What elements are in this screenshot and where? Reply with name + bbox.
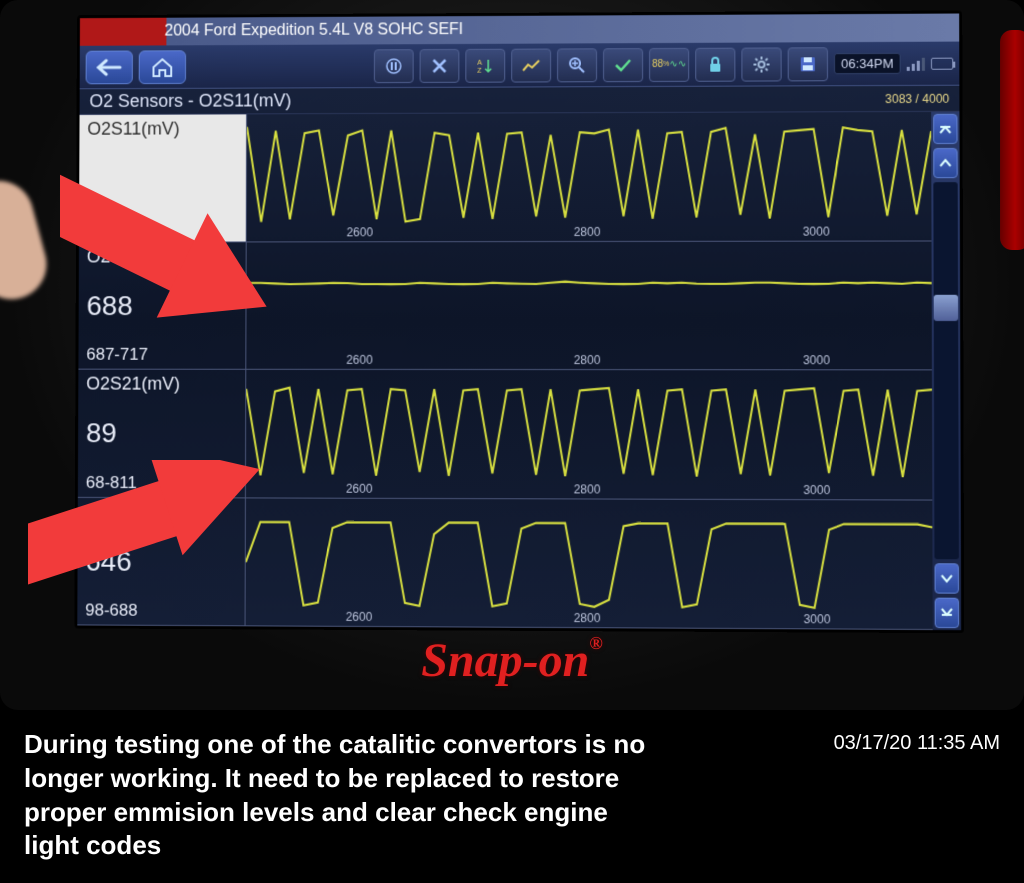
pause-button[interactable] (374, 49, 414, 83)
device-grip (1000, 30, 1024, 250)
sensor-value: 646 (85, 545, 236, 578)
scroll-thumb[interactable] (934, 295, 958, 321)
scroll-column (931, 112, 961, 630)
sensor-range: 687-717 (86, 345, 237, 365)
check-button[interactable] (603, 48, 643, 82)
sensor-range: 98-879 (87, 217, 238, 237)
sensor-graph: 260028003000 (246, 370, 932, 499)
sensor-info: O2S21(mV) 89 68-811 (78, 370, 246, 497)
sensor-name: O2S11(mV) (87, 118, 238, 139)
scanner-device: 2004 Ford Expedition 5.4L V8 SOHC SEFI A… (0, 0, 1024, 710)
sensor-row-o2s11mv[interactable]: O2S11(mV) 98-879 260028003000 (79, 112, 932, 242)
screen-label-row: O2 Sensors - O2S11(mV) 3083 / 4000 (80, 86, 960, 115)
caption-bar: During testing one of the catalitic conv… (0, 710, 1024, 883)
back-button[interactable] (86, 50, 133, 84)
live-button[interactable]: 88%∿∿ (649, 47, 689, 81)
vehicle-title: 2004 Ford Expedition 5.4L V8 SOHC SEFI (164, 21, 463, 40)
vendor-logo (88, 21, 157, 43)
scroll-bottom-button[interactable] (935, 598, 960, 628)
sensor-value: 688 (87, 290, 238, 322)
sort-button[interactable]: AZ (465, 48, 505, 82)
scroll-down-button[interactable] (935, 563, 959, 593)
sensor-name: O2S22(mV) (86, 501, 237, 522)
sensor-range: 98-688 (85, 601, 236, 622)
lock-button[interactable] (695, 47, 735, 81)
clock: 06:34PM (834, 53, 901, 74)
sensor-name: O2S12(mV) (87, 246, 238, 267)
chart-area: O2S11(mV) 98-879 260028003000 O2S12(mV) 688 6… (77, 112, 961, 630)
settings-button[interactable] (741, 47, 781, 81)
home-button[interactable] (139, 50, 186, 84)
sensor-value: 89 (86, 418, 237, 450)
screen: 2004 Ford Expedition 5.4L V8 SOHC SEFI A… (74, 10, 964, 633)
title-bar: 2004 Ford Expedition 5.4L V8 SOHC SEFI (80, 14, 959, 46)
trend-button[interactable] (511, 48, 551, 82)
nav-bar: AZ 88%∿∿ 06:34PM (80, 42, 960, 90)
scroll-track[interactable] (933, 182, 959, 559)
sensor-graph: 260028003000 (246, 498, 933, 629)
sensor-row-o2s12mv[interactable]: O2S12(mV) 688 687-717 260028003000 (78, 241, 931, 370)
scroll-top-button[interactable] (933, 114, 957, 144)
frame-counter: 3083 / 4000 (885, 91, 949, 105)
sensor-name: O2S21(mV) (86, 374, 237, 395)
sensor-range: 68-811 (86, 473, 237, 493)
caption-text: During testing one of the catalitic conv… (24, 728, 664, 871)
screen-title: O2 Sensors - O2S11(mV) (89, 90, 291, 112)
scroll-up-button[interactable] (933, 148, 957, 178)
close-button[interactable] (420, 48, 460, 82)
sensor-row-o2s22mv[interactable]: O2S22(mV) 646 98-688 260028003000 (77, 497, 932, 630)
sensor-info: O2S11(mV) 98-879 (79, 114, 247, 241)
svg-text:Z: Z (477, 67, 482, 73)
user-thumb (0, 173, 54, 307)
save-button[interactable] (788, 47, 828, 81)
sensor-info: O2S12(mV) 688 687-717 (78, 242, 246, 369)
caption-date: 03/17/20 11:35 AM (834, 728, 1000, 871)
svg-text:A: A (477, 59, 482, 66)
zoom-button[interactable] (557, 48, 597, 82)
sensor-graph: 260028003000 (246, 241, 932, 369)
signal-icon (907, 56, 925, 70)
brand-label: Snap-on® (0, 633, 1024, 688)
battery-icon (931, 57, 953, 69)
sensor-graph: 260028003000 (247, 112, 932, 241)
sensor-info: O2S22(mV) 646 98-688 (77, 497, 246, 625)
sensor-row-o2s21mv[interactable]: O2S21(mV) 89 68-811 260028003000 (78, 370, 932, 500)
